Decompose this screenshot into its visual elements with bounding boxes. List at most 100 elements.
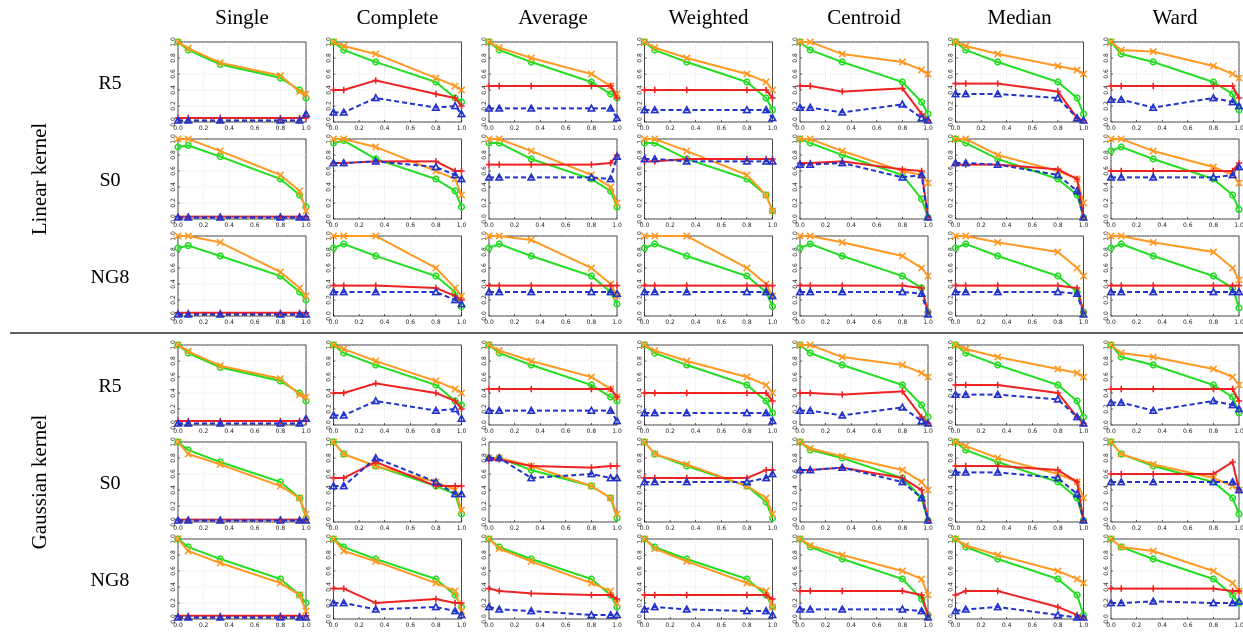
panel: 0.0 0.2 0.4 0.6 0.8 1.0 0.0 0.2 0.4 0.6 0.8 1.0 [170, 340, 311, 435]
panel: 0.0 0.2 0.4 0.6 0.8 1.0 0.0 0.2 0.4 0.6 0.8 1.0 [481, 134, 622, 229]
marker [329, 535, 338, 543]
y-tick-label: 0.6 [792, 69, 799, 79]
marker [1078, 418, 1089, 427]
marker [639, 287, 650, 296]
marker [495, 240, 503, 248]
marker [184, 242, 192, 250]
x-tick-label: 0.0 [1106, 222, 1116, 229]
marker [329, 341, 338, 349]
marker [682, 477, 692, 486]
marker [806, 444, 815, 453]
marker [456, 109, 467, 118]
marker [838, 252, 846, 260]
marker [807, 389, 814, 397]
x-tick-label: 1.0 [923, 622, 933, 629]
marker [805, 604, 815, 613]
marker [1149, 361, 1157, 369]
y-tick-label: 0.0 [170, 420, 177, 430]
y-tick-label: 0.6 [792, 469, 799, 479]
marker [651, 139, 659, 147]
panel: 0.0 0.2 0.4 0.6 0.8 1.0 0.0 0.2 0.4 0.6 0.8 1.0 [637, 37, 778, 132]
x-tick-label: 0.8 [1209, 125, 1219, 132]
y-tick-label: 0.8 [481, 150, 488, 160]
marker [340, 349, 348, 357]
marker [451, 587, 459, 595]
marker [1078, 612, 1089, 621]
marker [743, 272, 751, 280]
y-tick-label: 1.0 [948, 534, 955, 544]
marker [1148, 102, 1158, 111]
y-tick-label: 0.8 [637, 53, 644, 63]
row-label: S0 [99, 472, 120, 494]
marker [1117, 240, 1125, 248]
marker [613, 199, 621, 207]
y-tick-label: 1.0 [481, 534, 488, 544]
x-tick-label: 0.8 [587, 622, 597, 629]
y-tick-label: 1.0 [481, 340, 488, 350]
y-tick-label: 1.0 [481, 37, 488, 47]
x-tick-label: 0.4 [1157, 525, 1167, 532]
marker [606, 174, 616, 183]
y-tick-label: 0.0 [481, 214, 488, 224]
plot-area [1110, 344, 1240, 426]
marker [743, 575, 751, 583]
marker [650, 287, 660, 296]
x-tick-label: 0.6 [406, 125, 416, 132]
y-tick-label: 0.4 [170, 182, 177, 192]
marker [839, 391, 846, 398]
marker [682, 232, 691, 240]
marker [639, 105, 650, 114]
marker [216, 153, 224, 161]
marker [295, 87, 304, 96]
marker [951, 232, 960, 240]
y-tick-label: 0.6 [1103, 566, 1110, 576]
marker [495, 43, 504, 52]
marker [1208, 172, 1218, 181]
x-tick-label: 1.0 [768, 222, 778, 229]
x-tick-label: 0.8 [587, 125, 597, 132]
y-tick-label: 0.4 [792, 85, 799, 95]
y-tick-label: 0.6 [637, 69, 644, 79]
panel: 0.0 0.2 0.4 0.6 0.8 1.0 0.0 0.2 0.4 0.6 0.8 1.0 [326, 340, 467, 435]
marker [1073, 369, 1081, 377]
y-tick-label: 0.8 [637, 247, 644, 257]
marker [806, 240, 814, 248]
y-tick-label: 0.6 [637, 469, 644, 479]
y-tick-label: 0.6 [637, 263, 644, 273]
y-tick-label: 0.6 [481, 372, 488, 382]
marker [613, 603, 621, 611]
marker [606, 473, 616, 482]
marker [295, 494, 304, 502]
marker [371, 93, 381, 102]
x-tick-label: 0.8 [431, 125, 441, 132]
panel: 0.0 0.2 0.4 0.6 0.8 1.0 0.0 0.2 0.4 0.6 0.8 1.0 [481, 231, 622, 326]
marker [917, 264, 926, 272]
marker [296, 591, 304, 599]
marker [795, 604, 805, 613]
marker [527, 357, 536, 365]
marker [1073, 264, 1081, 272]
x-tick-label: 0.6 [872, 428, 882, 435]
marker [1149, 555, 1157, 563]
marker [683, 58, 691, 66]
marker [743, 70, 751, 78]
x-tick-label: 0.2 [510, 525, 520, 532]
marker [897, 477, 907, 486]
marker [1209, 567, 1218, 575]
marker [1072, 288, 1082, 297]
marker [838, 555, 846, 563]
marker [743, 171, 751, 179]
marker [839, 587, 846, 595]
panel: 0.0 0.2 0.4 0.6 0.8 1.0 0.0 0.2 0.4 0.6 0.8 1.0 [948, 437, 1089, 532]
marker [897, 172, 907, 181]
y-tick-label: 1.0 [1103, 37, 1110, 47]
y-tick-label: 0.0 [792, 517, 799, 527]
x-tick-label: 0.8 [587, 525, 597, 532]
marker [1228, 494, 1237, 502]
y-tick-label: 0.4 [948, 85, 955, 95]
x-tick-label: 1.0 [768, 622, 778, 629]
marker [216, 147, 225, 155]
y-tick-label: 1.0 [170, 231, 177, 241]
panel: 0.0 0.2 0.4 0.6 0.8 1.0 0.0 0.2 0.4 0.6 0.8 1.0 [637, 231, 778, 326]
marker [961, 158, 971, 167]
